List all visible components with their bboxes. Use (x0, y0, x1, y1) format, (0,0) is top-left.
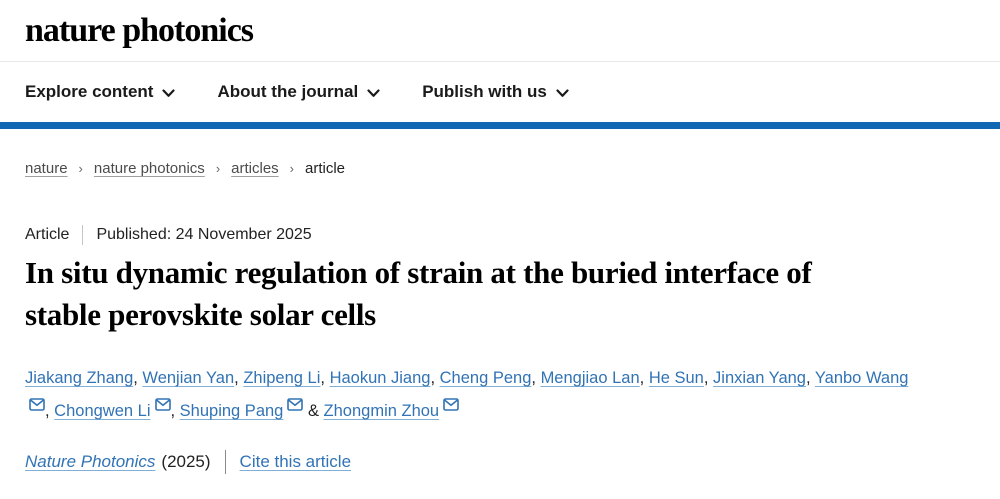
envelope-icon[interactable] (154, 398, 171, 411)
breadcrumb-item-article: article (305, 160, 346, 177)
author-link[interactable]: Chongwen Li (54, 402, 151, 420)
envelope-icon[interactable] (287, 398, 304, 411)
chevron-down-icon (162, 88, 176, 97)
nature-photonics-logo[interactable]: nature photonics (25, 11, 254, 49)
nav-item-about-the-journal[interactable]: About the journal (217, 82, 380, 102)
article-header-section: nature › nature photonics › articles › article… (0, 160, 1000, 474)
cite-this-article-link[interactable]: Cite this article (239, 452, 352, 471)
article-meta-row: Article Published: 24 November 2025 (25, 225, 975, 245)
author-separator: , (133, 369, 143, 387)
author-link[interactable]: Haokun Jiang (329, 369, 431, 387)
author-separator: , (430, 369, 440, 387)
author-link[interactable]: Zhipeng Li (243, 369, 321, 387)
author-link[interactable]: Jiakang Zhang (25, 369, 134, 387)
author-separator: , (639, 369, 649, 387)
meta-divider (82, 225, 84, 245)
breadcrumb: nature › nature photonics › articles › article (25, 160, 975, 178)
citation-row: Nature Photonics (2025) Cite this articl… (25, 450, 975, 474)
author-separator: , (531, 369, 541, 387)
author-link[interactable]: He Sun (648, 369, 704, 387)
author-link[interactable]: Shuping Pang (179, 402, 284, 420)
published-date: Published: 24 November 2025 (96, 226, 312, 243)
envelope-icon[interactable] (443, 398, 459, 411)
author-separator: , (806, 369, 815, 387)
author-link[interactable]: Wenjian Yan (142, 369, 235, 387)
breadcrumb-item-nature-photonics[interactable]: nature photonics (93, 160, 205, 177)
breadcrumb-separator: › (289, 161, 295, 176)
nav-item-label: About the journal (217, 82, 359, 101)
author-link[interactable]: Yanbo Wang (814, 369, 909, 387)
author-link[interactable]: Jinxian Yang (713, 369, 806, 387)
chevron-down-icon (367, 88, 380, 97)
author-link[interactable]: Mengjiao Lan (540, 369, 640, 387)
nav-item-explore-content[interactable]: Explore content (25, 82, 176, 102)
author-separator: , (703, 369, 714, 387)
journal-link[interactable]: Nature Photonics (25, 452, 156, 471)
citation-divider (224, 450, 226, 474)
page-title: In situ dynamic regulation of strain at … (25, 255, 812, 332)
author-link[interactable]: Cheng Peng (439, 369, 532, 387)
author-list: Jiakang Zhang, Wenjian Yan, Zhipeng Li, … (25, 362, 925, 428)
author-link[interactable]: Zhongmin Zhou (323, 402, 440, 420)
author-separator: , (170, 402, 180, 420)
citation-year: (2025) (161, 452, 211, 471)
article-type-label: Article (25, 226, 70, 243)
breadcrumb-item-articles[interactable]: articles (231, 160, 279, 177)
chevron-down-icon (556, 88, 569, 97)
main-navigation: Explore content About the journal Publish … (0, 62, 1000, 122)
nav-item-label: Explore content (25, 82, 154, 101)
breadcrumb-separator: › (78, 161, 83, 176)
breadcrumb-item-nature[interactable]: nature (25, 160, 68, 177)
brand-accent-bar (0, 122, 1000, 129)
author-ampersand: & (303, 402, 324, 420)
author-separator: , (320, 369, 330, 387)
envelope-icon[interactable] (29, 398, 45, 411)
site-header: nature photonics (0, 0, 1000, 62)
author-separator: , (234, 369, 244, 387)
breadcrumb-separator: › (215, 161, 221, 176)
nav-item-label: Publish with us (422, 82, 547, 101)
author-separator: , (45, 402, 55, 420)
nav-item-publish-with-us[interactable]: Publish with us (422, 82, 569, 102)
